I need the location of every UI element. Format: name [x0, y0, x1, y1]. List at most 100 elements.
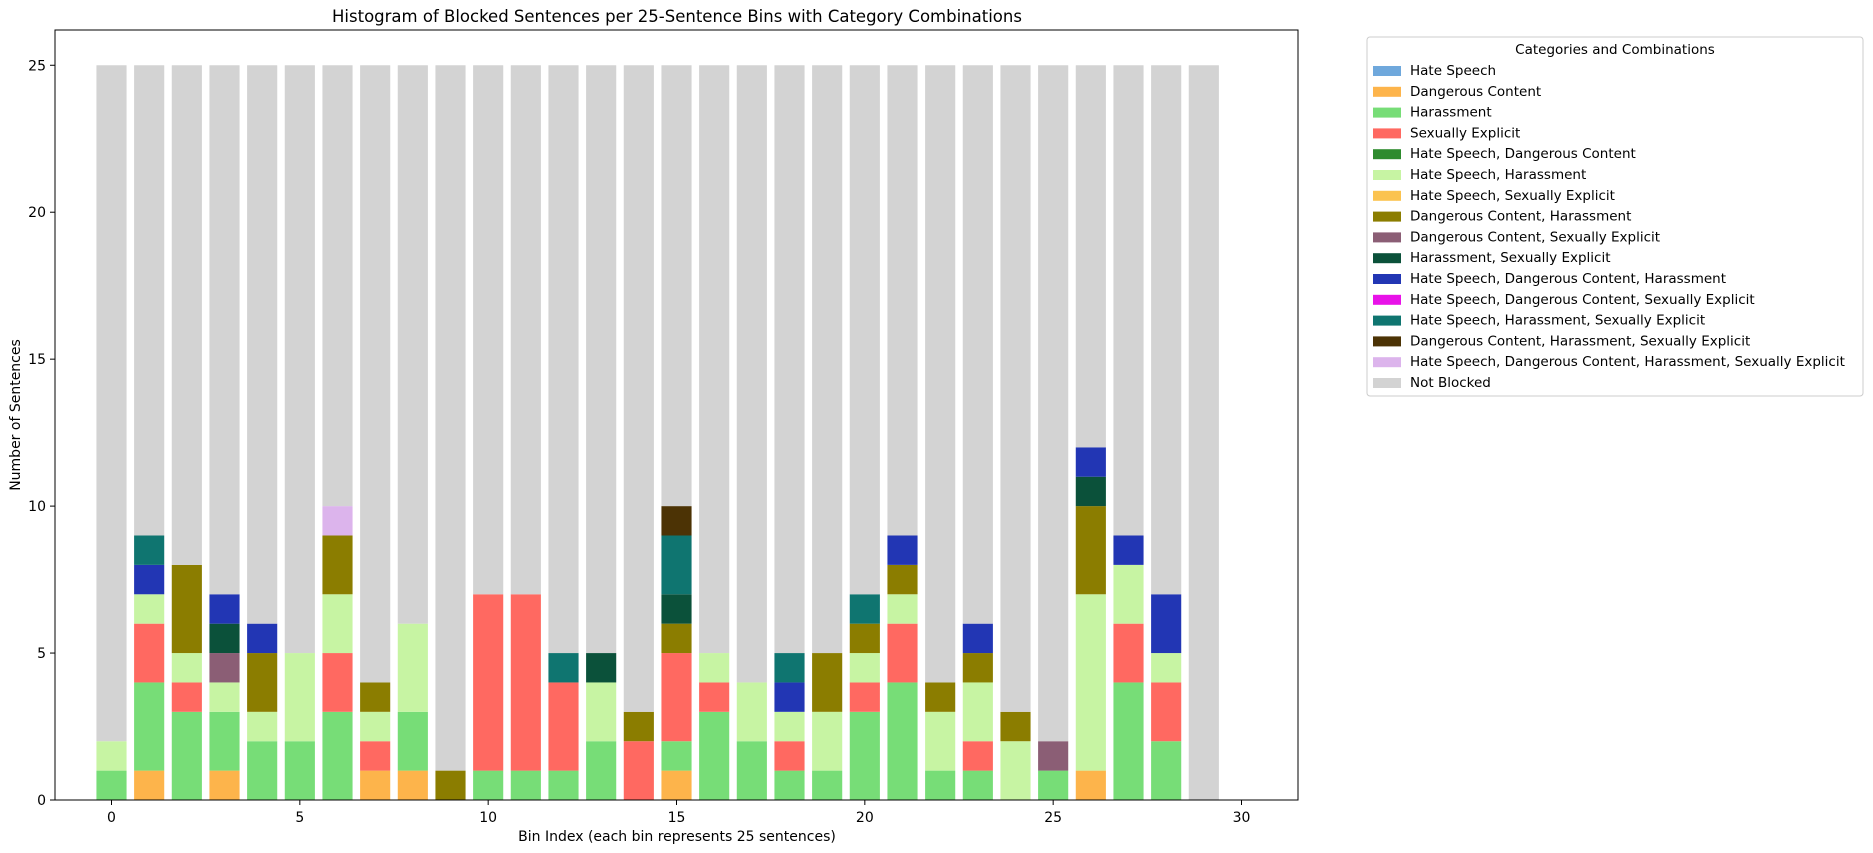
bar-segment: [209, 682, 240, 712]
bar-segment: [473, 594, 504, 771]
bar-segment: [247, 711, 278, 742]
legend-swatch: [1373, 378, 1401, 388]
bar-segment: [548, 770, 579, 800]
bar-segment: [699, 682, 730, 712]
legend-label: Hate Speech, Harassment, Sexually Explic…: [1410, 313, 1705, 329]
chart-title: Histogram of Blocked Sentences per 25-Se…: [332, 7, 1022, 26]
legend-label: Not Blocked: [1410, 375, 1491, 391]
bar-segment: [1151, 682, 1182, 742]
bar-segment: [548, 65, 579, 654]
bar-segment: [360, 741, 391, 771]
y-axis-label: Number of Sentences: [8, 339, 24, 491]
bar-segment: [661, 594, 692, 624]
bar-segment: [1113, 682, 1144, 800]
y-ticks: 0 5 10 15 20 25: [28, 58, 55, 809]
bar-segment: [1075, 594, 1106, 771]
bar-segment: [887, 682, 918, 800]
x-axis-label: Bin Index (each bin represents 25 senten…: [518, 829, 836, 845]
bar-segment: [774, 65, 805, 654]
legend-label: Hate Speech, Dangerous Content, Harassme…: [1410, 354, 1845, 370]
legend-swatch: [1373, 128, 1401, 139]
legend-label: Hate Speech, Dangerous Content, Harassme…: [1410, 271, 1726, 287]
bar-segment: [1000, 741, 1031, 800]
legend-swatch: [1373, 274, 1401, 284]
bar-segment: [623, 65, 654, 712]
bar-segment: [284, 65, 315, 654]
bar-segment: [209, 65, 240, 595]
bar-segment: [1075, 447, 1106, 477]
bar-segment: [1113, 65, 1144, 536]
bar-segment: [887, 65, 918, 536]
bar-segment: [812, 711, 843, 771]
bar-segment: [322, 711, 353, 800]
legend-label: Harassment: [1410, 105, 1492, 121]
bar-segment: [397, 623, 428, 712]
bar-segment: [247, 653, 278, 712]
bar-segment: [887, 564, 918, 595]
bar-segment: [1113, 623, 1144, 683]
bar-segment: [812, 65, 843, 654]
bar-segment: [661, 65, 692, 507]
bar-segment: [736, 65, 767, 683]
bar-segment: [397, 711, 428, 771]
bar-segment: [397, 770, 428, 800]
bar-segment: [134, 65, 165, 536]
bar-segment: [661, 535, 692, 595]
bar-segment: [171, 564, 202, 654]
bar-segment: [284, 653, 315, 742]
bar-segment: [849, 594, 880, 624]
bar-segment: [849, 653, 880, 683]
bar-segment: [661, 623, 692, 654]
bar-segment: [171, 653, 202, 683]
bar-segment: [1075, 506, 1106, 595]
y-tick-label: 20: [28, 205, 46, 221]
bar-segment: [736, 682, 767, 742]
bar-segment: [134, 564, 165, 595]
x-tick-label: 0: [107, 810, 116, 826]
y-tick-label: 0: [37, 793, 46, 809]
bar-segment: [1113, 535, 1144, 565]
y-tick-label: 5: [37, 646, 46, 662]
bar-segment: [96, 770, 127, 800]
bar-segment: [887, 535, 918, 565]
bar-segment: [322, 535, 353, 595]
legend-label: Hate Speech, Dangerous Content, Sexually…: [1410, 292, 1755, 308]
bar-segment: [322, 653, 353, 712]
bar-segment: [1113, 564, 1144, 624]
bar-segment: [134, 535, 165, 565]
x-tick-label: 15: [668, 810, 686, 826]
bar-segment: [360, 682, 391, 712]
x-tick-label: 25: [1044, 810, 1062, 826]
bar-segment: [849, 711, 880, 800]
bar-segment: [1075, 770, 1106, 800]
bar-segment: [548, 653, 579, 683]
bar-segment: [134, 682, 165, 771]
legend-label: Dangerous Content: [1410, 84, 1541, 100]
legend-swatch: [1373, 232, 1401, 243]
bar-segment: [962, 653, 993, 683]
bar-segment: [360, 770, 391, 800]
bar-segment: [209, 711, 240, 771]
bar-segment: [925, 711, 956, 771]
bars-layer: [96, 65, 1219, 801]
bar-segment: [96, 65, 127, 742]
y-tick-label: 25: [28, 58, 46, 74]
bar-segment: [134, 594, 165, 624]
legend: Categories and Combinations Hate Speech D…: [1366, 36, 1864, 397]
bar-segment: [962, 741, 993, 771]
bar-segment: [473, 770, 504, 800]
bar-segment: [774, 653, 805, 683]
legend-title: Categories and Combinations: [1515, 42, 1715, 58]
legend-label: Hate Speech, Harassment: [1410, 167, 1586, 183]
bar-segment: [661, 653, 692, 742]
bar-segment: [774, 682, 805, 712]
bar-segment: [962, 770, 993, 800]
bar-segment: [247, 65, 278, 624]
legend-label: Dangerous Content, Sexually Explicit: [1410, 229, 1660, 245]
bar-segment: [699, 653, 730, 683]
legend-label: Harassment, Sexually Explicit: [1410, 250, 1611, 266]
legend-swatch: [1373, 190, 1401, 201]
legend-label: Hate Speech: [1410, 63, 1496, 79]
bar-segment: [962, 623, 993, 654]
